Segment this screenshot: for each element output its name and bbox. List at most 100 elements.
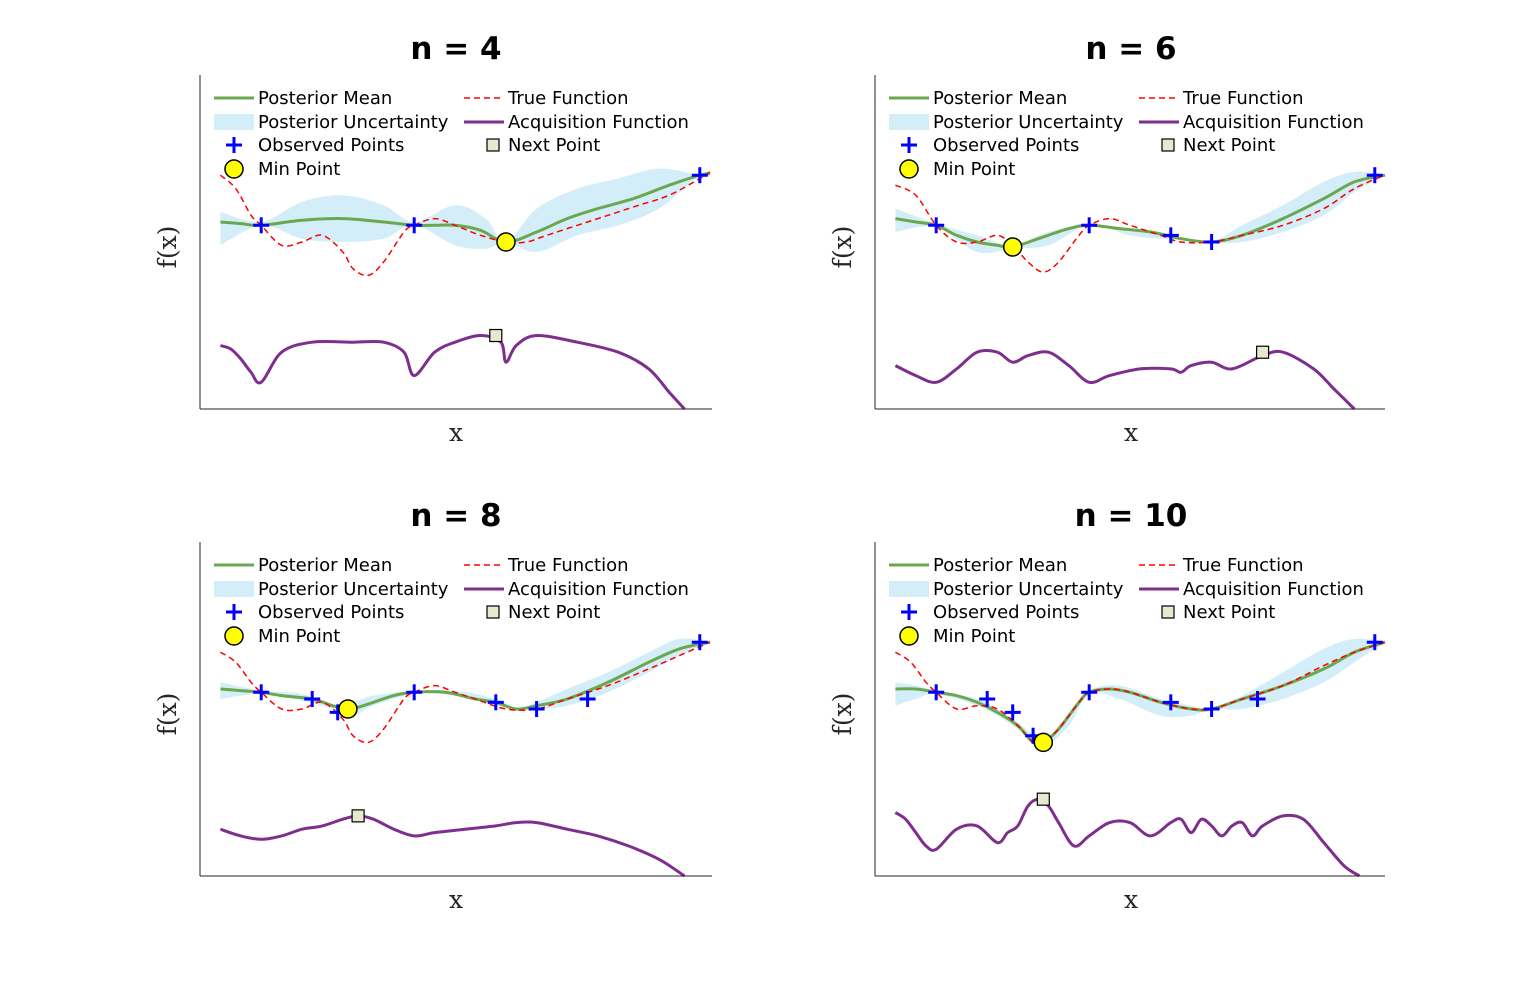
observed-point xyxy=(1203,234,1220,250)
legend-label-min-point: Min Point xyxy=(933,159,1015,180)
legend-label-min-point: Min Point xyxy=(258,626,340,647)
min-point-marker xyxy=(1033,732,1054,753)
observed-point xyxy=(528,701,545,717)
acquisition-function-line xyxy=(894,797,1361,878)
next-point-marker xyxy=(1256,345,1270,359)
legend-label-next-point: Next Point xyxy=(508,602,600,623)
legend-label-true-function: True Function xyxy=(507,88,629,109)
legend-swatch-uncertainty xyxy=(214,581,254,597)
legend-swatch-next-point xyxy=(1161,138,1175,152)
observed-point xyxy=(487,694,504,711)
legend-swatch-uncertainty xyxy=(214,114,254,130)
legend-swatch-observed xyxy=(901,604,917,620)
legend-label-observed-points: Observed Points xyxy=(933,135,1079,156)
legend-label-next-point: Next Point xyxy=(508,135,600,156)
min-point-marker xyxy=(338,699,358,719)
legend-label-min-point: Min Point xyxy=(258,159,340,180)
true-function-line xyxy=(219,641,711,744)
legend-label-acquisition-function: Acquisition Function xyxy=(1183,579,1364,600)
chart-title: n = 6 xyxy=(1085,31,1176,67)
posterior-uncertainty-band xyxy=(895,638,1385,746)
observed-point xyxy=(1366,167,1383,184)
plot-area xyxy=(219,634,711,878)
observed-point xyxy=(253,684,270,701)
legend-swatch-next-point xyxy=(486,138,500,152)
legend-label-posterior-mean: Posterior Mean xyxy=(933,555,1067,576)
legend-label-posterior-mean: Posterior Mean xyxy=(258,555,392,576)
legend-label-posterior-uncertainty: Posterior Uncertainty xyxy=(933,579,1124,600)
posterior-uncertainty-band xyxy=(220,638,710,716)
plot-area xyxy=(894,167,1386,411)
chart-title: n = 4 xyxy=(410,31,501,67)
plot-area xyxy=(894,634,1386,878)
legend-label-observed-points: Observed Points xyxy=(258,602,404,623)
legend: Posterior Mean True Function Posterior Unc… xyxy=(214,555,689,647)
observed-point xyxy=(1081,684,1098,701)
legend-label-next-point: Next Point xyxy=(1183,602,1275,623)
acquisition-function-line xyxy=(894,349,1356,411)
legend-label-true-function: True Function xyxy=(1182,555,1304,576)
y-axis-label: f(x) xyxy=(153,226,182,269)
legend-swatch-observed xyxy=(901,137,917,153)
posterior-mean-line xyxy=(220,172,711,244)
subplot-n6: n = 6 Posterior Mean True FunctionPosteri… xyxy=(828,31,1386,447)
plot-area xyxy=(219,167,711,411)
observed-point xyxy=(304,690,321,707)
observed-point xyxy=(1249,690,1266,707)
legend-label-acquisition-function: Acquisition Function xyxy=(1183,112,1364,133)
true-function-line xyxy=(895,174,1386,273)
observed-point xyxy=(691,167,708,184)
legend-swatch-next-point xyxy=(1161,605,1175,619)
observed-point xyxy=(1004,704,1021,721)
legend-swatch-uncertainty xyxy=(889,114,929,130)
legend-label-next-point: Next Point xyxy=(1183,135,1275,156)
next-point-marker xyxy=(1036,792,1050,806)
observed-point xyxy=(928,684,945,701)
legend-label-posterior-mean: Posterior Mean xyxy=(933,88,1067,109)
legend-label-min-point: Min Point xyxy=(933,626,1015,647)
chart-title: n = 8 xyxy=(410,498,501,534)
y-axis-label: f(x) xyxy=(153,693,182,736)
next-point-marker xyxy=(351,809,365,823)
acquisition-function-line xyxy=(219,333,686,411)
legend-label-observed-points: Observed Points xyxy=(258,135,404,156)
legend-label-posterior-uncertainty: Posterior Uncertainty xyxy=(258,579,449,600)
subplot-n10: n = 10 Posterior Mean True FunctionPoster… xyxy=(828,498,1386,914)
legend-label-posterior-uncertainty: Posterior Uncertainty xyxy=(258,112,449,133)
legend-label-acquisition-function: Acquisition Function xyxy=(508,579,689,600)
posterior-uncertainty-band xyxy=(895,171,1385,254)
legend-label-posterior-mean: Posterior Mean xyxy=(258,88,392,109)
posterior-uncertainty-band xyxy=(220,168,710,253)
acquisition-function-line xyxy=(219,814,686,878)
legend-label-true-function: True Function xyxy=(1182,88,1304,109)
observed-point xyxy=(691,634,708,651)
posterior-mean-line xyxy=(220,640,711,711)
observed-point xyxy=(253,217,270,234)
observed-point xyxy=(406,684,423,701)
legend: Posterior Mean True Function Posterior Unc… xyxy=(214,88,689,180)
x-axis-label: x xyxy=(449,418,463,447)
x-axis-label: x xyxy=(449,885,463,914)
observed-point xyxy=(979,690,996,707)
observed-point xyxy=(928,217,945,234)
legend: Posterior Mean True Function Posterior Unc… xyxy=(889,555,1364,647)
observed-point xyxy=(1366,634,1383,651)
legend: Posterior Mean True Function Posterior Unc… xyxy=(889,88,1364,180)
observed-point xyxy=(1081,217,1098,234)
subplot-n8: n = 8 Posterior Mean True FunctionPosteri… xyxy=(153,498,712,914)
observed-point xyxy=(1162,694,1179,711)
subplot-n4: n = 4 Posterior Mean True FunctionPosteri… xyxy=(153,31,712,447)
observed-point xyxy=(1162,227,1179,244)
legend-label-posterior-uncertainty: Posterior Uncertainty xyxy=(933,112,1124,133)
min-point-marker xyxy=(1002,237,1023,257)
legend-label-true-function: True Function xyxy=(507,555,629,576)
observed-point xyxy=(1203,701,1220,717)
observed-point xyxy=(579,690,596,707)
legend-swatch-observed xyxy=(226,604,242,620)
chart-title: n = 10 xyxy=(1075,498,1188,534)
legend-swatch-next-point xyxy=(486,605,500,619)
min-point-marker xyxy=(496,232,516,252)
legend-label-acquisition-function: Acquisition Function xyxy=(508,112,689,133)
legend-swatch-observed xyxy=(226,137,242,153)
